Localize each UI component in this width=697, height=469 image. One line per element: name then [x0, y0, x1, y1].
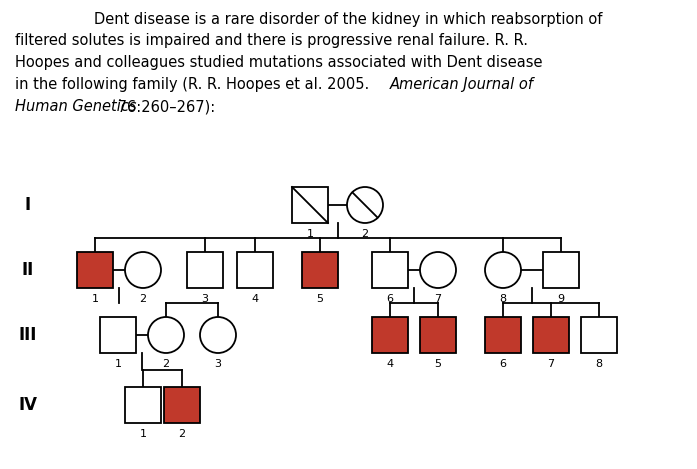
Text: 8: 8: [595, 359, 603, 369]
Text: 1: 1: [139, 429, 146, 439]
Circle shape: [347, 187, 383, 223]
Text: Human Genetics: Human Genetics: [15, 99, 137, 114]
Bar: [125, 387, 161, 423]
Bar: [533, 317, 569, 353]
Bar: [543, 252, 579, 288]
Text: 7: 7: [434, 294, 442, 304]
Text: 5: 5: [434, 359, 441, 369]
Bar: [372, 317, 408, 353]
Text: 1: 1: [114, 359, 121, 369]
Bar: [292, 187, 328, 223]
Bar: [302, 252, 338, 288]
Bar: [77, 252, 113, 288]
Text: IV: IV: [19, 396, 38, 414]
Circle shape: [148, 317, 184, 353]
Text: 2: 2: [178, 429, 185, 439]
Circle shape: [420, 252, 456, 288]
Circle shape: [485, 252, 521, 288]
Text: American Journal of: American Journal of: [390, 77, 534, 92]
Text: 4: 4: [252, 294, 259, 304]
Text: 1: 1: [91, 294, 98, 304]
Text: Dent disease is a rare disorder of the kidney in which reabsorption of: Dent disease is a rare disorder of the k…: [94, 12, 602, 27]
Bar: [581, 317, 617, 353]
Bar: [237, 252, 273, 288]
Text: 5: 5: [316, 294, 323, 304]
Text: 2: 2: [139, 294, 146, 304]
Text: 6: 6: [500, 359, 507, 369]
Text: filtered solutes is impaired and there is progressive renal failure. R. R.: filtered solutes is impaired and there i…: [15, 33, 528, 48]
Text: 6: 6: [387, 294, 394, 304]
Text: 2: 2: [162, 359, 169, 369]
Text: 4: 4: [386, 359, 394, 369]
Bar: [164, 387, 200, 423]
Bar: [100, 317, 136, 353]
Circle shape: [200, 317, 236, 353]
Text: 3: 3: [215, 359, 222, 369]
Text: 1: 1: [307, 229, 314, 239]
Bar: [187, 252, 223, 288]
Text: III: III: [19, 326, 37, 344]
Text: 2: 2: [362, 229, 369, 239]
Text: 8: 8: [500, 294, 507, 304]
Text: II: II: [22, 261, 34, 279]
Text: 76:260–267):: 76:260–267):: [113, 99, 215, 114]
Bar: [420, 317, 456, 353]
Text: 9: 9: [558, 294, 565, 304]
Text: Hoopes and colleagues studied mutations associated with Dent disease: Hoopes and colleagues studied mutations …: [15, 55, 542, 70]
Text: I: I: [25, 196, 31, 214]
Bar: [372, 252, 408, 288]
Circle shape: [125, 252, 161, 288]
Text: 7: 7: [547, 359, 555, 369]
Bar: [485, 317, 521, 353]
Text: 3: 3: [201, 294, 208, 304]
Text: in the following family (R. R. Hoopes et al. 2005.: in the following family (R. R. Hoopes et…: [15, 77, 374, 92]
